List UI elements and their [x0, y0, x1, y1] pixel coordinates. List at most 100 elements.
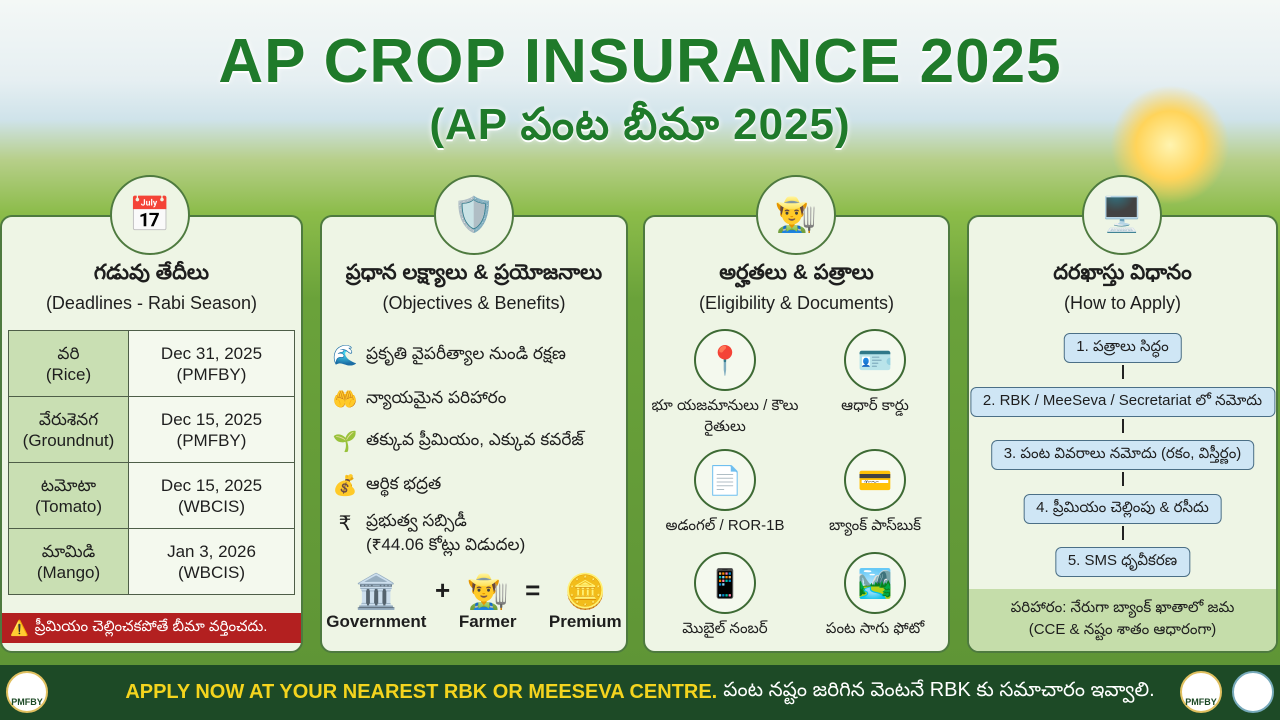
doc-label: ఆధార్ కార్డు: [841, 397, 909, 414]
equation-premium: Premium: [548, 612, 622, 631]
doc-aadhaar: 🪪 ఆధార్ కార్డు: [800, 329, 950, 418]
date-cell: Dec 15, 2025 (PMFBY): [128, 396, 295, 463]
apply-title: దరఖాస్తు విధానం: [1053, 261, 1192, 284]
flood-icon: 🌊: [332, 345, 358, 367]
step-5: 5. SMS ధృవీకరణ: [1054, 547, 1191, 577]
rupee-hands-icon: ₹: [338, 513, 352, 535]
image-icon: 🏞️: [844, 552, 906, 614]
doc-passbook: 💳 బ్యాంక్ పాస్‌బుక్: [800, 449, 950, 538]
step-1: 1. పత్రాలు సిద్ధం: [1063, 333, 1182, 363]
warning-icon: ⚠️: [10, 620, 29, 637]
date-cell: Dec 31, 2025 (PMFBY): [128, 330, 295, 397]
doc-label: మొబైల్ నంబర్: [682, 620, 768, 637]
crop-cell: వరి (Rice): [8, 330, 129, 397]
arrow-down-icon: [1121, 419, 1124, 433]
benefit-item: ₹ ప్రభుత్వ సబ్సిడీ (₹44.06 కోట్లు విడుదల): [332, 511, 526, 559]
deadline-row: మామిడి (Mango) Jan 3, 2026 (WBCIS): [8, 528, 295, 595]
crop-cell: మామిడి (Mango): [8, 528, 129, 595]
crop-english: (Rice): [45, 364, 92, 384]
doc-label: అడంగల్ / ROR-1B: [665, 517, 785, 534]
objectives-panel: ప్రధాన లక్ష్యాలు & ప్రయోజనాలు (Objective…: [320, 215, 628, 653]
eligibility-panel: అర్హతలు & పత్రాలు (Eligibility & Documen…: [643, 215, 950, 653]
equation-farmer: Farmer: [458, 612, 517, 631]
eligibility-title: అర్హతలు & పత్రాలు: [719, 261, 874, 284]
gauge-icon: 🌱: [332, 431, 358, 453]
step-2: 2. RBK / MeeSeva / Secretariat లో నమోదు: [969, 387, 1276, 417]
deadline-date: Dec 31, 2025: [160, 343, 263, 363]
crop-telugu: మామిడి: [41, 541, 96, 561]
id-card-icon: 🪪: [844, 329, 906, 391]
objectives-subtitle: (Objectives & Benefits): [382, 293, 566, 313]
benefit-text: ప్రభుత్వ సబ్సిడీ: [366, 511, 467, 530]
date-cell: Jan 3, 2026 (WBCIS): [128, 528, 295, 595]
crop-cell: వేరుశెనగ (Groundnut): [8, 396, 129, 463]
page-title: AP CROP INSURANCE 2025: [218, 27, 1062, 96]
apply-panel: దరఖాస్తు విధానం (How to Apply) 1. పత్రాల…: [967, 215, 1278, 653]
pmfby-logo: PMFBY: [1180, 671, 1222, 713]
doc-photo: 🏞️ పంట సాగు ఫోటో: [800, 552, 950, 641]
page-subtitle: (AP పంట బీమా 2025): [429, 100, 851, 149]
hand-coin-icon: 🤲: [332, 389, 358, 411]
crop-cell: టమోటా (Tomato): [8, 462, 129, 529]
ap-government-seal: [1232, 671, 1274, 713]
step-3: 3. పంట వివరాలు నమోదు (రకం, విస్తీర్ణం): [990, 440, 1255, 470]
doc-label: బ్యాంక్ పాస్‌బుక్: [828, 517, 922, 534]
deadlines-table: వరి (Rice) Dec 31, 2025 (PMFBY) వేరుశెనగ (Gro…: [8, 330, 295, 595]
map-pin-icon: 📍: [694, 329, 756, 391]
deadline-row: టమోటా (Tomato) Dec 15, 2025 (WBCIS): [8, 462, 295, 529]
pmfby-logo: PMFBY: [6, 671, 48, 713]
arrow-down-icon: [1121, 365, 1124, 379]
benefit-item: 🤲 న్యాయమైన పరిహారం: [332, 387, 507, 412]
arrow-down-icon: [1121, 526, 1124, 540]
deadlines-subtitle: (Deadlines - Rabi Season): [45, 293, 258, 313]
benefit-item: 🌱 తక్కువ ప్రీమియం, ఎక్కువ కవరేజ్: [332, 429, 584, 454]
deadline-row: వరి (Rice) Dec 31, 2025 (PMFBY): [8, 330, 295, 397]
mobile-phone-icon: 📱: [694, 552, 756, 614]
crop-telugu: వేరుశెనగ: [38, 409, 99, 429]
benefit-item: 🌊 ప్రకృతి వైపరీత్యాల నుండి రక్షణ: [332, 343, 566, 368]
document-icon: 📄: [694, 449, 756, 511]
benefit-text: న్యాయమైన పరిహారం: [366, 387, 507, 407]
objectives-title: ప్రధాన లక్ష్యాలు & ప్రయోజనాలు: [345, 261, 603, 284]
apply-subtitle: (How to Apply): [1063, 293, 1182, 313]
doc-adangal: 📄 అడంగల్ / ROR-1B: [650, 449, 800, 538]
hand-coin-icon: 💰: [332, 475, 358, 497]
benefit-item: 💰 ఆర్థిక భద్రత: [332, 473, 442, 498]
crop-telugu: టమోటా: [40, 475, 97, 495]
hand-coin-icon: 🪙: [564, 573, 607, 611]
footer-note: పంట నష్టం జరిగిన వెంటనే RBK కు సమాచారం ఇ…: [723, 679, 1155, 701]
date-cell: Dec 15, 2025 (WBCIS): [128, 462, 295, 529]
compensation-text: పరిహారం: నేరుగా బ్యాంక్ ఖాతాలో జమ: [1010, 599, 1235, 616]
benefit-text: ప్రకృతి వైపరీత్యాల నుండి రక్షణ: [366, 343, 566, 363]
farmer-icon: 👨‍🌾: [466, 573, 509, 611]
scheme-name: (PMFBY): [176, 430, 247, 450]
shield-check-icon: 🛡️: [434, 175, 514, 255]
arrow-down-icon: [1121, 472, 1124, 486]
footer-banner: APPLY NOW AT YOUR NEAREST RBK OR MEESEVA…: [0, 665, 1280, 720]
calendar-icon: 📅: [110, 175, 190, 255]
warning-text: ప్రీమియం చెల్లించకపోతే బీమా వర్తించదు.: [34, 617, 268, 635]
crop-english: (Mango): [36, 562, 101, 582]
farmer-document-icon: 👨‍🌾: [756, 175, 836, 255]
government-building-icon: 🏛️: [355, 573, 398, 611]
compensation-basis: (CCE & నష్టం శాతం ఆధారంగా): [1028, 621, 1217, 638]
deadline-row: వేరుశెనగ (Groundnut) Dec 15, 2025 (PMFBY): [8, 396, 295, 463]
benefit-text: ఆర్థిక భద్రత: [366, 473, 442, 493]
crop-english: (Groundnut): [22, 430, 115, 450]
compensation-note: పరిహారం: నేరుగా బ్యాంక్ ఖాతాలో జమ (CCE & …: [969, 589, 1276, 651]
crop-telugu: వరి: [57, 343, 80, 363]
footer-cta: APPLY NOW AT YOUR NEAREST RBK OR MEESEVA…: [125, 681, 718, 703]
doc-mobile: 📱 మొబైల్ నంబర్: [650, 552, 800, 641]
deadlines-title: గడువు తేదీలు: [93, 261, 210, 284]
bank-card-icon: 💳: [844, 449, 906, 511]
scheme-name: (WBCIS): [177, 496, 246, 516]
crop-english: (Tomato): [34, 496, 103, 516]
step-4: 4. ప్రీమియం చెల్లింపు & రసీదు: [1023, 494, 1222, 524]
benefit-text: తక్కువ ప్రీమియం, ఎక్కువ కవరేజ్: [366, 429, 584, 449]
scheme-name: (WBCIS): [177, 562, 246, 582]
subsidy-note: (₹44.06 కోట్లు విడుదల): [366, 535, 526, 554]
deadlines-panel: గడువు తేదీలు (Deadlines - Rabi Season) వ…: [0, 215, 303, 653]
plus-icon: +: [435, 575, 451, 605]
deadline-date: Jan 3, 2026: [167, 541, 256, 561]
deadline-date: Dec 15, 2025: [160, 409, 263, 429]
